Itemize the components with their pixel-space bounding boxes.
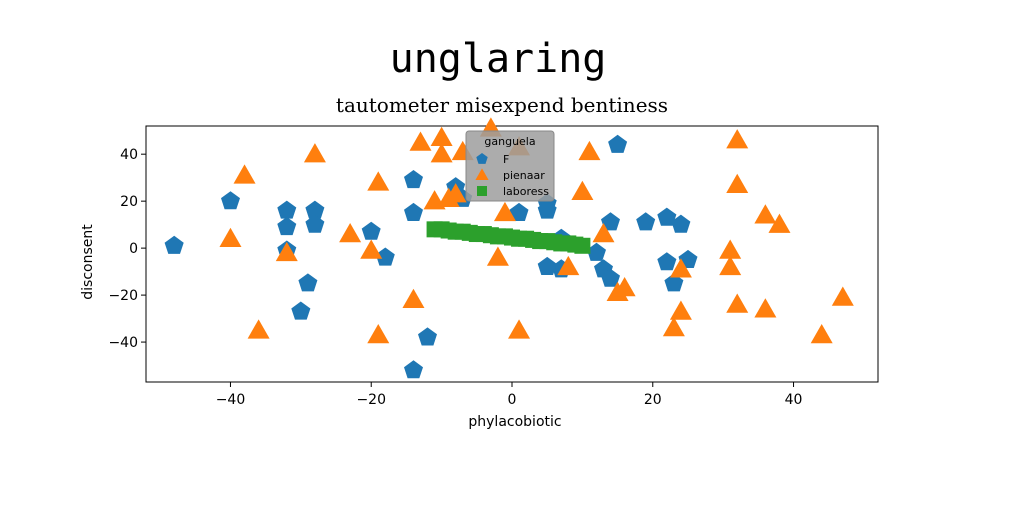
point-F-1 (221, 191, 240, 210)
point-pienaar-40 (831, 286, 854, 306)
point-F-32 (671, 214, 691, 233)
point-pienaar-18 (486, 246, 509, 266)
point-pienaar-5 (339, 223, 362, 243)
chart-title: unglaring (390, 36, 607, 82)
y-tick-label-2: 0 (129, 241, 138, 257)
point-F-30 (657, 252, 677, 271)
x-tick-label-0: −40 (216, 392, 246, 408)
point-pienaar-24 (578, 140, 601, 161)
point-pienaar-37 (754, 298, 777, 318)
point-F-2 (277, 200, 297, 219)
point-pienaar-28 (662, 316, 685, 337)
point-pienaar-4 (303, 143, 326, 163)
point-F-22 (537, 256, 557, 275)
point-F-19 (537, 200, 557, 219)
x-tick-label-1: −20 (356, 392, 386, 408)
y-tick-label-0: −40 (108, 335, 138, 351)
legend-marker-laboress (477, 186, 487, 196)
x-tick-label-4: 40 (785, 392, 803, 408)
point-pienaar-15 (444, 183, 467, 203)
point-pienaar-33 (726, 129, 749, 149)
chart-subtitle: tautometer misexpend bentiness (336, 93, 668, 117)
point-pienaar-13 (430, 143, 453, 163)
point-pienaar-27 (613, 277, 636, 297)
x-tick-label-3: 20 (644, 392, 662, 408)
x-axis-label: phylacobiotic (468, 414, 561, 430)
y-tick-label-1: −20 (108, 288, 138, 304)
legend-label-laboress: laboress (503, 185, 549, 198)
point-F-5 (305, 200, 325, 219)
point-F-9 (361, 221, 381, 240)
y-tick-label-4: 40 (120, 147, 138, 163)
legend-marker-F (476, 153, 488, 164)
point-F-17 (509, 202, 529, 221)
point-pienaar-35 (726, 293, 749, 313)
point-F-7 (298, 273, 318, 292)
point-pienaar-7 (367, 171, 390, 191)
point-F-26 (601, 212, 620, 231)
point-F-13 (418, 327, 437, 346)
point-pienaar-22 (557, 255, 580, 276)
point-pienaar-19 (493, 201, 516, 222)
point-pienaar-3 (275, 241, 298, 262)
point-F-25 (601, 268, 620, 287)
point-pienaar-9 (402, 288, 425, 309)
point-F-6 (305, 214, 325, 233)
point-pienaar-36 (754, 204, 777, 224)
point-F-10 (375, 247, 395, 266)
point-pienaar-6 (360, 239, 383, 259)
y-axis-ticks: −40 −20 0 20 40 (108, 147, 146, 351)
point-laboress-21 (574, 237, 591, 254)
legend-label-F: F (503, 153, 509, 166)
legend-box (465, 130, 555, 202)
data-marks (164, 117, 854, 379)
point-pienaar-8 (367, 324, 390, 344)
point-F-27 (608, 134, 628, 153)
point-pienaar-29 (669, 300, 692, 320)
y-axis-label: disconsent (80, 224, 96, 300)
point-pienaar-39 (810, 324, 833, 344)
point-pienaar-32 (719, 239, 742, 259)
point-pienaar-25 (592, 223, 615, 243)
point-F-29 (657, 207, 677, 226)
point-pienaar-38 (768, 213, 791, 233)
point-pienaar-12 (430, 126, 453, 146)
point-F-23 (587, 242, 606, 261)
point-F-31 (664, 273, 684, 292)
point-pienaar-21 (508, 319, 531, 339)
x-axis-ticks: −40 −20 0 20 40 (216, 382, 803, 408)
point-F-14 (404, 360, 423, 379)
point-F-12 (404, 202, 423, 221)
point-F-11 (404, 170, 423, 189)
legend-marker-pienaar (475, 168, 489, 180)
x-tick-label-2: 0 (508, 392, 517, 408)
point-pienaar-0 (233, 164, 256, 184)
point-F-8 (291, 301, 311, 320)
point-pienaar-34 (726, 173, 749, 193)
point-pienaar-23 (571, 180, 594, 201)
point-pienaar-31 (719, 255, 742, 276)
point-pienaar-1 (219, 227, 242, 247)
point-pienaar-30 (669, 258, 692, 278)
point-F-3 (277, 217, 297, 236)
point-pienaar-10 (409, 131, 432, 151)
point-pienaar-2 (247, 319, 270, 339)
legend-label-pienaar: pienaar (503, 169, 545, 182)
point-F-0 (164, 235, 184, 254)
legend-title: ganguela (484, 135, 535, 148)
y-tick-label-3: 20 (120, 194, 138, 210)
point-F-28 (636, 212, 656, 231)
